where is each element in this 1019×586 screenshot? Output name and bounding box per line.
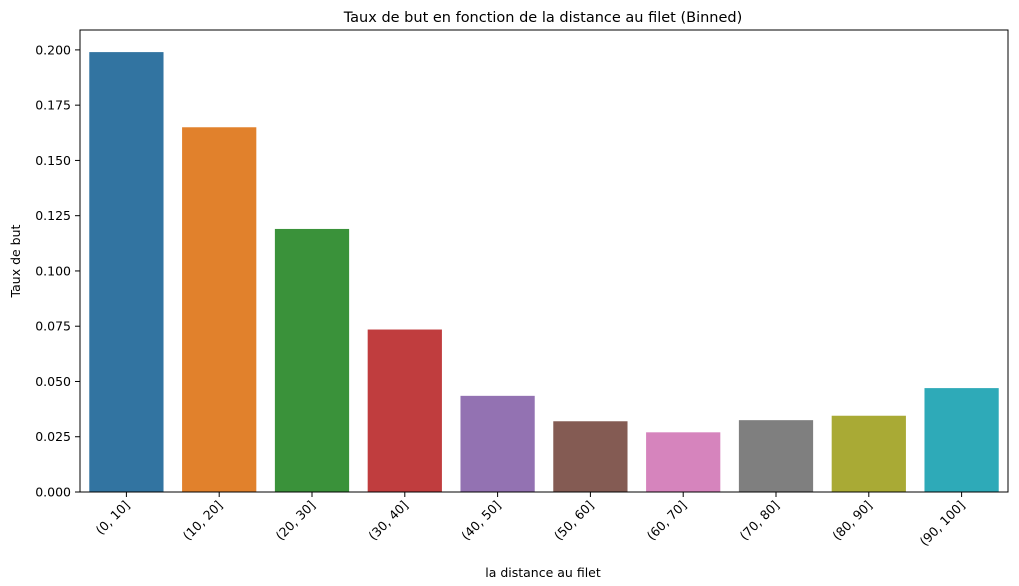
- bar-3: [274, 228, 350, 492]
- bar-2: [182, 127, 257, 493]
- x-axis-ticks: (0, 10] (10, 20] (20, 30] (30, 40] (40, 50] (…: [93, 492, 968, 549]
- x-tick-label: (20, 30]: [273, 498, 319, 544]
- x-tick-label: (80, 90]: [829, 498, 875, 544]
- bar-10: [924, 388, 999, 492]
- x-tick-label: (30, 40]: [365, 498, 411, 544]
- y-tick-label: 0.025: [35, 429, 71, 444]
- x-tick-label: (40, 50]: [458, 498, 504, 544]
- y-tick-label: 0.175: [35, 98, 71, 113]
- y-tick-label: 0.150: [35, 153, 71, 168]
- bar-8: [738, 420, 814, 492]
- bar-9: [831, 415, 906, 492]
- y-axis-label: Taux de but: [8, 224, 23, 298]
- y-tick-label: 0.075: [35, 319, 71, 334]
- x-tick-label: (60, 70]: [644, 498, 690, 544]
- bar-5: [460, 395, 535, 492]
- x-tick-label: (0, 10]: [93, 498, 133, 538]
- y-axis-ticks: 0.000 0.025 0.050 0.075 0.100 0.125 0.150 0.175…: [35, 42, 80, 500]
- chart-title: Taux de but en fonction de la distance a…: [343, 10, 743, 26]
- x-axis-label: la distance au filet: [485, 565, 601, 580]
- x-tick-label: (10, 20]: [180, 498, 226, 544]
- y-tick-label: 0.050: [35, 374, 71, 389]
- x-tick-label: (70, 80]: [737, 498, 783, 544]
- x-tick-label: (90, 100]: [916, 498, 967, 549]
- x-tick-label: (50, 60]: [551, 498, 597, 544]
- bars-group: [89, 52, 999, 493]
- y-tick-label: 0.125: [35, 208, 71, 223]
- bar-4: [367, 329, 442, 492]
- bar-7: [646, 432, 721, 492]
- bar-1: [89, 52, 164, 493]
- plot-frame: [79, 29, 1009, 493]
- y-tick-label: 0.000: [35, 485, 71, 500]
- bar-6: [553, 421, 628, 492]
- y-tick-label: 0.200: [35, 42, 71, 57]
- y-tick-label: 0.100: [35, 263, 71, 278]
